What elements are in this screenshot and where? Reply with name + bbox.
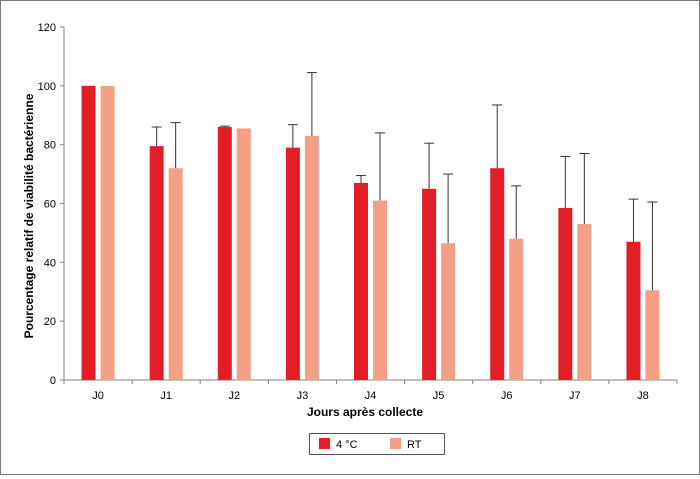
bar-rt-j6	[509, 238, 524, 380]
y-ticks: 0 20 40 60 80 100 120	[38, 22, 64, 387]
x-tick-label: J7	[569, 390, 581, 402]
x-tick-label: J8	[637, 390, 649, 402]
x-tick-label: J2	[228, 390, 240, 402]
x-ticks: J0 J1 J2 J3 J4 J5 J6 J7 J8	[63, 380, 678, 402]
bars	[81, 85, 660, 381]
bar-4c-j6	[490, 168, 505, 380]
x-axis-label: Jours après collecte	[307, 405, 423, 419]
x-tick-label: J6	[501, 390, 513, 402]
x-tick-label: J5	[433, 390, 445, 402]
bar-rt-j1	[168, 168, 183, 380]
legend-box	[309, 433, 445, 455]
bar-rt-j8	[645, 290, 660, 380]
bar-rt-j2	[236, 128, 251, 380]
bar-rt-j4	[373, 200, 387, 380]
bar-4c-j8	[626, 241, 641, 380]
bar-4c-j0	[81, 85, 96, 380]
y-tick-label: 20	[44, 316, 56, 328]
x-tick-label: J0	[92, 390, 104, 402]
bar-4c-j4	[354, 182, 368, 380]
y-axis-label: Pourcentage relatif de viabilité bactéri…	[22, 93, 36, 338]
bar-4c-j7	[558, 207, 573, 380]
legend: 4 °C RT	[309, 433, 445, 455]
bar-rt-j0	[100, 85, 115, 380]
bar-4c-j3	[285, 147, 300, 380]
x-tick-label: J3	[297, 390, 309, 402]
y-tick-label: 60	[44, 199, 56, 211]
x-tick-label: J1	[160, 390, 172, 402]
legend-label-rt: RT	[407, 439, 422, 451]
y-tick-label: 40	[44, 257, 56, 269]
bar-4c-j2	[217, 127, 232, 381]
legend-label-4c: 4 °C	[336, 439, 358, 451]
bar-rt-j3	[304, 135, 319, 380]
y-tick-label: 120	[38, 22, 56, 34]
y-tick-label: 80	[44, 140, 56, 152]
legend-swatch-rt	[390, 438, 401, 449]
bar-rt-j7	[577, 224, 592, 380]
y-tick-label: 0	[50, 375, 56, 387]
bar-4c-j5	[422, 188, 437, 380]
x-tick-label: J4	[365, 390, 377, 402]
error-bars	[151, 72, 658, 291]
bar-4c-j1	[149, 146, 164, 380]
legend-swatch-4c	[319, 438, 330, 449]
bar-rt-j5	[441, 243, 456, 380]
y-tick-label: 100	[38, 81, 56, 93]
